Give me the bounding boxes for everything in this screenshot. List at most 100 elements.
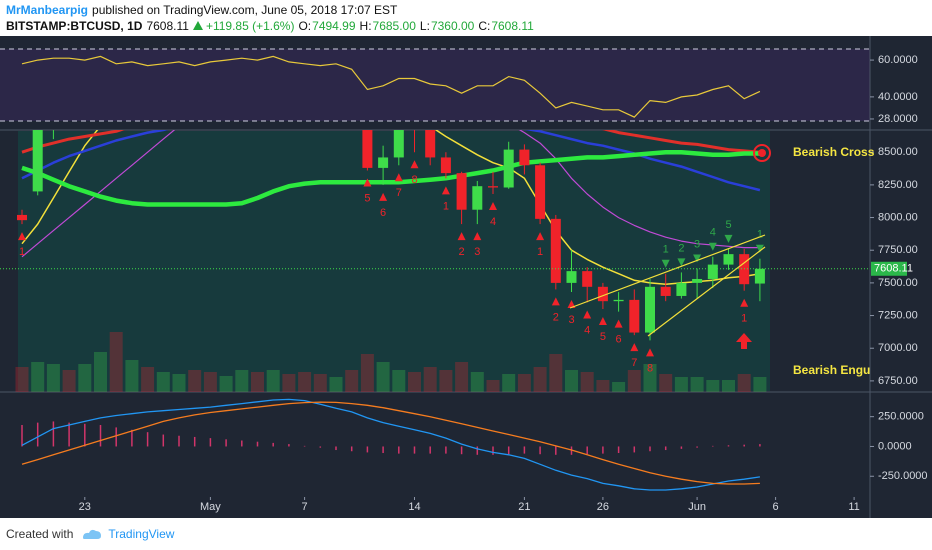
td-arrow [583,310,592,319]
td-count: 1 [663,244,669,256]
candle-body [660,286,671,296]
candle-body [535,165,546,219]
x-tick-label: 6 [773,501,779,513]
y-tick-label: 7000.00 [878,342,918,354]
td-count: 5 [600,331,606,343]
td-arrow [473,232,482,241]
axes: 7608.11 8500.00 8250.00 8000.00 7750.00 7500.… [0,54,928,513]
td-arrow [724,234,733,243]
td-count: 6 [380,207,386,219]
volume-bar [486,380,500,392]
volume-bar [737,374,751,392]
line [21,55,761,118]
volume-bar [502,374,516,392]
candle-body [362,130,373,168]
volume-bar [659,374,673,392]
x-tick-label: 7 [302,501,308,513]
x-tick-label: 23 [79,501,91,513]
td-count: 2 [459,246,465,258]
ohlc-label: L: [419,19,430,33]
y-tick-label: 8250.00 [878,179,918,191]
volume-bar [549,354,563,392]
td-arrow [661,259,670,268]
td-arrow [630,343,639,352]
y-tick-label: 28.0000 [878,113,918,125]
volume-bar [345,370,359,392]
shaded-region [18,131,770,391]
volume-bar [282,374,296,392]
target-dot [758,149,766,157]
td-count: 1 [757,229,763,241]
line [21,398,760,491]
td-arrow [693,254,702,263]
ohlc-label: C: [478,19,491,33]
volume-bar [235,370,249,392]
td-count: 1 [443,200,449,212]
td-arrow [708,242,717,251]
volume-bar [580,372,594,392]
volume-bar [266,370,280,392]
y-tick-label: 7750.00 [878,244,918,256]
volume-bar [94,352,107,392]
td-count: 4 [584,324,590,336]
trendline [647,246,766,337]
volume-bar [643,364,657,392]
volume-bar [251,372,264,392]
volume-bar [690,377,704,392]
volume-bar [188,370,202,392]
td-count: 8 [411,174,417,186]
candle-body [488,186,498,188]
x-tick-label: May [200,501,221,513]
volume-bar [674,377,688,392]
candle-body [425,130,436,158]
author-line: MrManbearpig published on TradingView.com… [6,2,926,18]
volume-bar [517,374,531,392]
td-arrow [740,298,749,307]
volume-bar [15,367,29,392]
td-count: 3 [474,246,480,258]
volume-bar [156,372,170,392]
ohlc: O:7494.99 H:7685.00 L:7360.00 C:7608.11 [298,19,537,33]
volume-bar [627,370,641,392]
td-arrow [614,319,623,328]
author[interactable]: MrManbearpig [6,3,89,17]
created-with: Created with [6,527,74,541]
volume-bar [62,370,76,392]
header: MrManbearpig published on TradingView.com… [0,0,932,36]
volume-bar [46,364,60,392]
volume-bar [31,362,45,392]
candle-body [472,186,483,210]
volume-bar [565,370,578,392]
volume-bar [439,370,453,392]
ohlc-label: O: [298,19,312,33]
ohlc-value: 7494.99 [312,19,356,33]
candle-body [723,254,734,265]
td-arrow [441,186,450,195]
brand[interactable]: TradingView [108,527,175,541]
volume-bar [298,372,312,392]
volume-bar [392,370,406,392]
td-arrow [410,160,419,169]
volume-bar [470,372,484,392]
volume-bar [612,382,626,392]
volume-bar [753,377,767,392]
x-tick-label: 11 [848,501,859,513]
candle-body [378,157,389,168]
td-count: 7 [396,187,402,199]
volume-bar [360,354,374,392]
candle-body [629,299,640,333]
candle-body [503,149,514,188]
candle-body [582,271,593,287]
candle-body [393,130,404,158]
y-tick-label: 7250.00 [878,309,918,321]
last-price-box [871,261,907,276]
volume-bar [376,362,390,392]
td-count: 5 [364,192,370,204]
y-tick-label: 6750.00 [878,375,918,387]
annotation: Bearish Cross [793,145,875,159]
price: 7608.11 [146,19,189,33]
candle-body [645,286,655,333]
